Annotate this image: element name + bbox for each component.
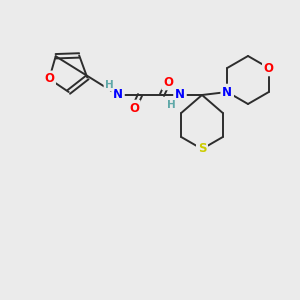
Text: N: N (113, 88, 123, 101)
Text: S: S (198, 142, 206, 155)
Text: O: O (44, 72, 54, 85)
Text: O: O (129, 101, 139, 115)
Text: O: O (163, 76, 173, 88)
Text: N: N (222, 85, 232, 98)
Text: H: H (105, 80, 113, 90)
Text: N: N (175, 88, 185, 101)
Text: H: H (167, 100, 176, 110)
Text: O: O (264, 61, 274, 74)
